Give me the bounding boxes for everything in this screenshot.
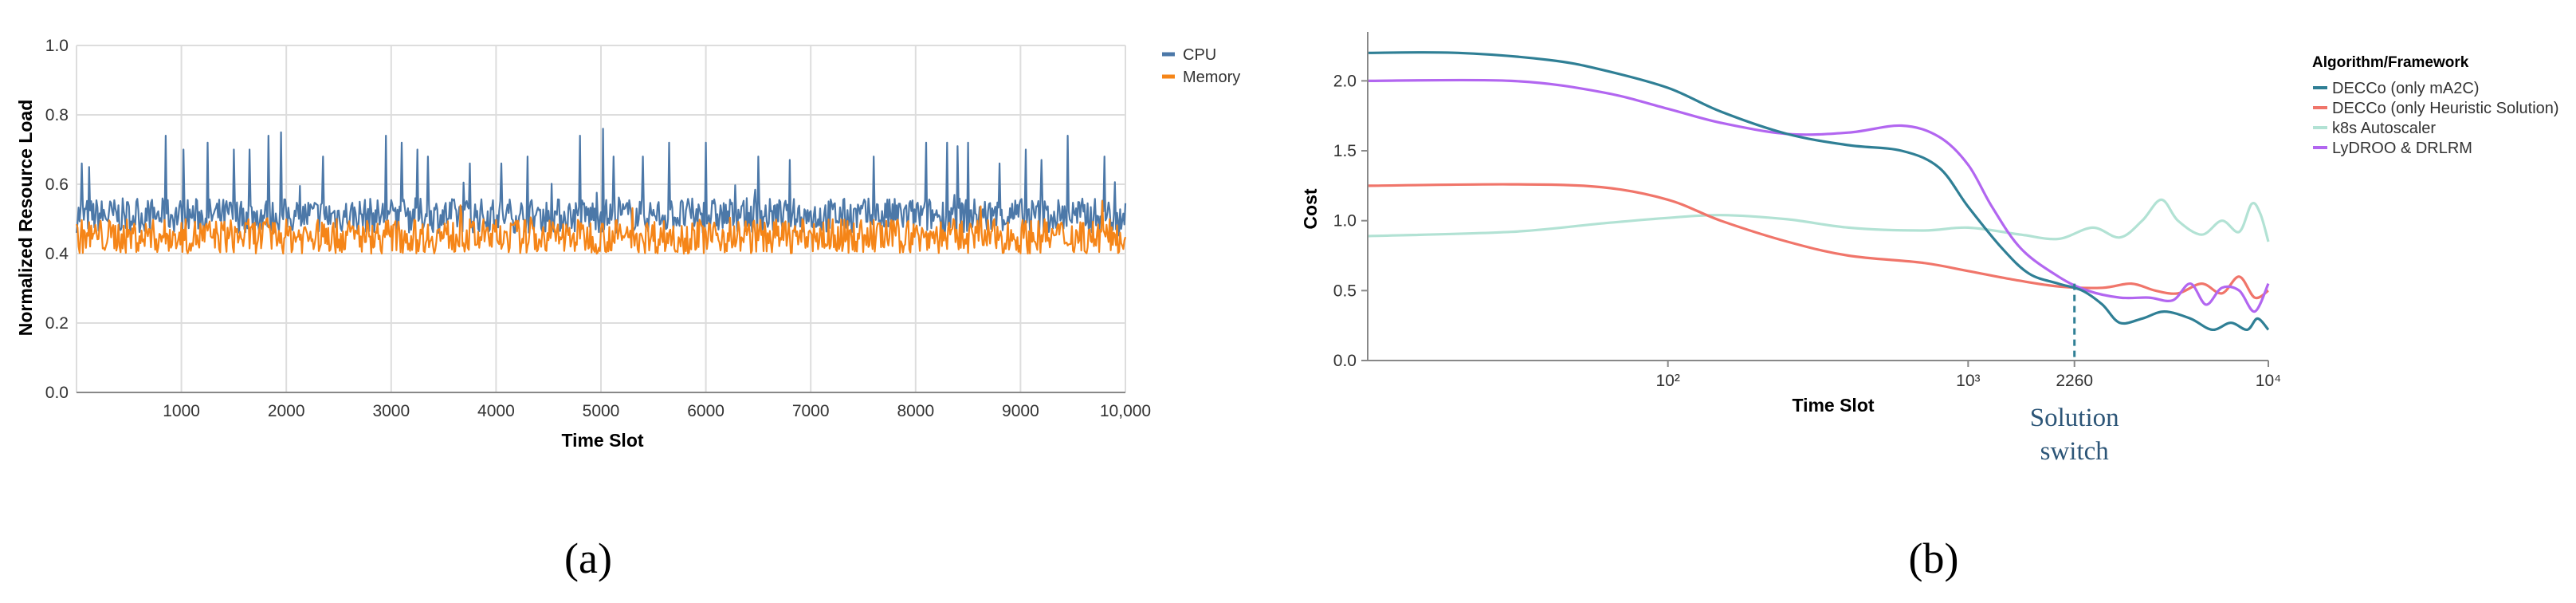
panel-a-y-tick-label: 0.2 <box>45 314 69 333</box>
panel-a-x-tick-label: 3000 <box>372 402 410 420</box>
panel-b-series-k8s-autoscaler-line <box>1367 198 2270 242</box>
panel-a-y-axis-title: Normalized Resource Load <box>15 100 36 337</box>
panel-b-y-axis-title: Cost <box>1300 188 1321 229</box>
panel-b-y-tick-label: 0.0 <box>1333 352 1357 370</box>
panel-b-series-decco-only-heuristic-solution-line <box>1367 183 2269 300</box>
panel-b-series-lydroo-drlrm-line <box>1367 78 2270 313</box>
panel-b-x-tick-label: 2260 <box>2056 372 2093 390</box>
panel-b-legend: DECCo (only mA2C) DECCo (only Heuristic S… <box>2313 80 2559 157</box>
panel-b-legend-label-k8s-autoscaler: k8s Autoscaler <box>2332 120 2436 137</box>
panel-b-series <box>1367 51 2270 332</box>
panel-a-y-tick-label: 0.0 <box>45 384 69 402</box>
panel-a-y-tick-label: 1.0 <box>45 37 69 55</box>
panel-a-x-tick-label: 4000 <box>477 402 515 420</box>
panel-a-series <box>75 128 1127 255</box>
panel-b-legend-label-decco-only-heuristic-solution: DECCo (only Heuristic Solution) <box>2332 100 2559 117</box>
panel-a-series-memory-line <box>75 199 1127 255</box>
panel-a-x-tick-label: 5000 <box>583 402 620 420</box>
panel-b-y-tick-label: 1.0 <box>1333 212 1357 231</box>
panel-a-x-ticks: 1000 2000 3000 4000 5000 6000 7000 8000 9000 10,0… <box>163 402 1151 420</box>
panel-a-y-tick-label: 0.4 <box>45 245 69 263</box>
panel-b-caption: (b) <box>1909 534 1959 582</box>
panel-b-series-decco-only-ma2c-line <box>1367 51 2270 332</box>
panel-b-x-axis-title: Time Slot <box>1792 395 1874 416</box>
panel-a-chart: 1000 2000 3000 4000 5000 6000 7000 8000 9000 10,0… <box>15 37 1240 451</box>
panel-a-legend-label-cpu: CPU <box>1183 46 1216 64</box>
panel-a-x-tick-label: 6000 <box>687 402 724 420</box>
panel-a-x-tick-label: 7000 <box>792 402 830 420</box>
panel-b-chart: 10² 10³ 2260 10⁴ 0.0 0.5 1.0 1.5 2.0 Solution s… <box>1300 32 2559 466</box>
panel-b-y-tick-label: 2.0 <box>1333 72 1357 90</box>
panel-a-caption: (a) <box>564 534 612 582</box>
panel-a-x-axis-title: Time Slot <box>561 430 643 451</box>
panel-a-legend-label-memory: Memory <box>1183 69 1240 86</box>
panel-b-y-tick-label: 1.5 <box>1333 142 1357 160</box>
panel-b-x-ticks: 10² 10³ 2260 10⁴ <box>1655 361 2281 390</box>
panel-b-y-ticks: 0.0 0.5 1.0 1.5 2.0 <box>1333 72 1368 370</box>
panel-a-x-tick-label: 9000 <box>1002 402 1039 420</box>
panel-b-legend-title: Algorithm/Framework <box>2312 54 2469 71</box>
panel-a-x-tick-label: 2000 <box>268 402 305 420</box>
panel-b-x-tick-label: 10² <box>1655 372 1679 390</box>
panel-b-legend-label-lydroo-drlrm: LyDROO & DRLRM <box>2332 140 2472 157</box>
panel-b-legend-label-decco-only-ma2c: DECCo (only mA2C) <box>2332 80 2479 97</box>
solution-switch-label-line1: Solution <box>2030 404 2119 432</box>
panel-a-x-tick-label: 8000 <box>897 402 934 420</box>
panel-a-legend: CPU Memory <box>1162 46 1240 86</box>
panel-a-y-tick-label: 0.8 <box>45 106 69 124</box>
panel-a-x-tick-label: 10,000 <box>1100 402 1151 420</box>
panel-a-y-tick-label: 0.6 <box>45 175 69 194</box>
panel-b-y-tick-label: 0.5 <box>1333 282 1357 300</box>
panel-a-x-tick-label: 1000 <box>163 402 200 420</box>
solution-switch-label-line2: switch <box>2040 437 2110 466</box>
panel-b-x-tick-label: 10⁴ <box>2256 372 2281 390</box>
panel-b-x-tick-label: 10³ <box>1956 372 1980 390</box>
panel-a-series-cpu-line <box>75 128 1127 237</box>
panel-a-y-ticks: 0.0 0.2 0.4 0.6 0.8 1.0 <box>45 37 69 402</box>
